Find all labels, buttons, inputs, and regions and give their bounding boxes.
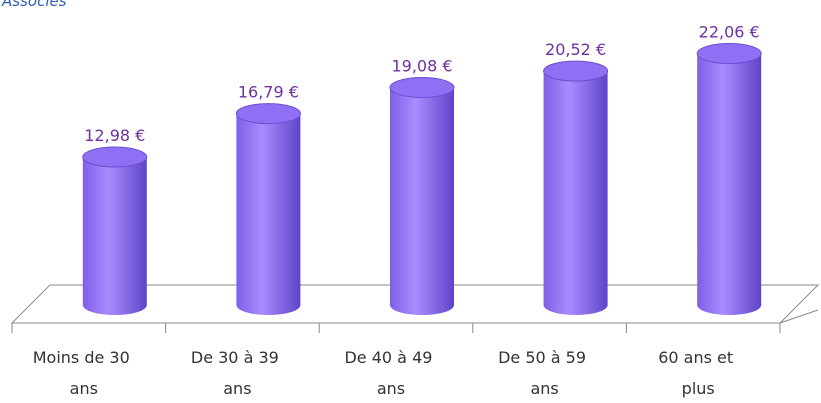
x-tick-label: Moins de 30 ans <box>33 348 135 398</box>
value-label: 22,06 € <box>699 23 760 42</box>
bar <box>82 146 148 315</box>
bar <box>543 60 609 316</box>
value-label: 19,08 € <box>391 56 452 75</box>
cylinder-body <box>543 71 608 316</box>
cylinder-top <box>389 76 455 98</box>
x-tick-label: De 40 à 49 ans <box>344 348 437 398</box>
axis-edge <box>779 309 819 324</box>
bar <box>696 43 762 316</box>
cylinder-body <box>390 87 454 315</box>
cylinder-top <box>696 43 762 65</box>
x-tick-label: De 30 à 39 ans <box>191 348 284 398</box>
cylinder-body <box>697 53 762 316</box>
cylinder-top <box>82 146 148 168</box>
x-tick-label: 60 ans et plus <box>658 348 738 398</box>
x-tick-label: De 50 à 59 ans <box>498 348 591 398</box>
cylinder-body <box>236 113 301 316</box>
bar <box>235 103 301 316</box>
chart-title: Associés <box>1 0 67 10</box>
value-label: 20,52 € <box>545 40 606 59</box>
value-label: 12,98 € <box>84 126 145 145</box>
bar <box>389 76 455 315</box>
cylinder-body <box>82 157 147 315</box>
cylinder-top <box>543 60 609 82</box>
cylinder-top <box>235 103 301 125</box>
value-label: 16,79 € <box>238 83 299 102</box>
